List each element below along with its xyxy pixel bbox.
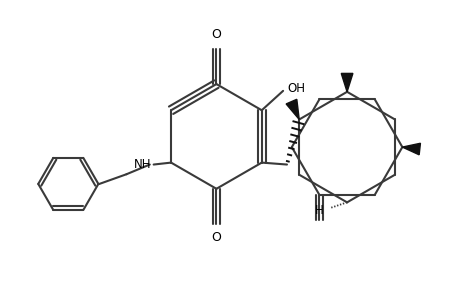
Text: OH: OH xyxy=(286,82,304,95)
Text: H: H xyxy=(314,204,323,217)
Text: O: O xyxy=(211,28,221,41)
Text: NH: NH xyxy=(134,158,151,171)
Polygon shape xyxy=(285,99,298,119)
Polygon shape xyxy=(402,143,420,155)
Text: O: O xyxy=(211,231,221,244)
Polygon shape xyxy=(341,74,352,92)
